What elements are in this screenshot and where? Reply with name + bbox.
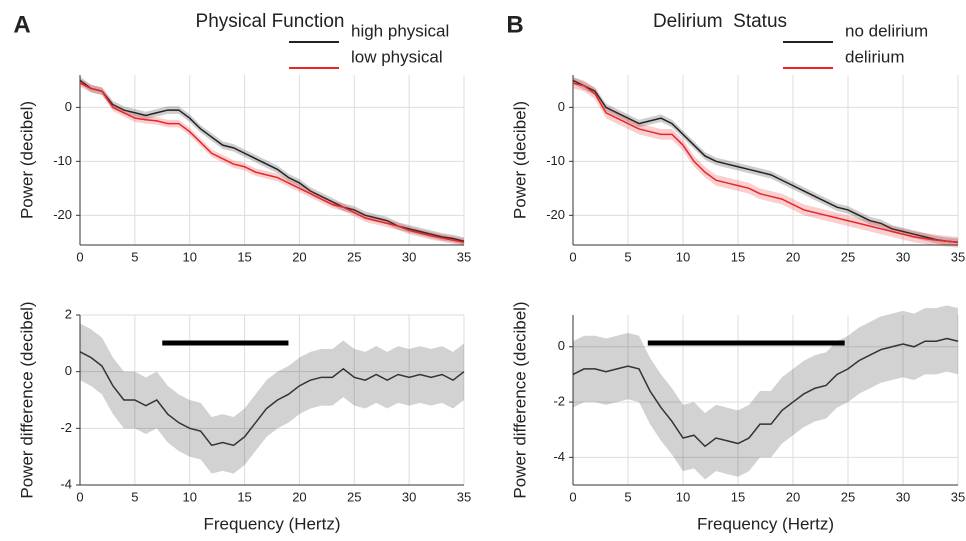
x-tick-label: 15 xyxy=(237,249,251,264)
error-band xyxy=(573,77,958,248)
x-tick-label: 20 xyxy=(786,489,800,504)
panel-label: A xyxy=(13,11,30,38)
error-band xyxy=(573,76,958,247)
series-line xyxy=(79,79,465,242)
y-tick-label: -4 xyxy=(60,476,72,491)
x-tick-label: 0 xyxy=(569,249,576,264)
y-axis-label: Power difference (decibel) xyxy=(510,301,529,498)
x-tick-label: 35 xyxy=(457,249,471,264)
y-axis-label: Power (decibel) xyxy=(510,101,529,219)
x-tick-label: 15 xyxy=(731,489,745,504)
y-tick-label: -10 xyxy=(53,153,72,168)
x-tick-label: 5 xyxy=(131,489,138,504)
x-tick-label: 15 xyxy=(731,249,745,264)
x-tick-label: 30 xyxy=(402,489,416,504)
x-tick-label: 0 xyxy=(76,249,83,264)
x-tick-label: 10 xyxy=(676,249,690,264)
y-axis-label: Power difference (decibel) xyxy=(17,301,36,498)
legend-label: delirium xyxy=(845,47,905,66)
y-tick-label: -2 xyxy=(553,394,565,409)
x-tick-label: 30 xyxy=(896,489,910,504)
x-tick-label: 25 xyxy=(347,489,361,504)
x-tick-label: 20 xyxy=(292,249,306,264)
x-tick-label: 5 xyxy=(624,489,631,504)
x-axis-label: Frequency (Hertz) xyxy=(204,514,341,533)
x-tick-label: 25 xyxy=(841,249,855,264)
y-tick-label: 0 xyxy=(65,99,72,114)
chart-title: Delirium Status xyxy=(653,11,787,32)
y-tick-label: 2 xyxy=(65,306,72,321)
x-tick-label: 25 xyxy=(347,249,361,264)
error-band xyxy=(80,79,464,247)
y-tick-label: 0 xyxy=(558,99,565,114)
x-axis-label: Frequency (Hertz) xyxy=(697,514,834,533)
x-tick-label: 25 xyxy=(841,489,855,504)
series-line xyxy=(572,82,959,244)
series-line xyxy=(572,337,959,448)
x-tick-label: 15 xyxy=(237,489,251,504)
chart-title: Physical Function xyxy=(196,11,345,32)
x-tick-label: 30 xyxy=(402,249,416,264)
x-tick-label: 10 xyxy=(676,489,690,504)
x-tick-label: 35 xyxy=(951,489,965,504)
x-tick-label: 5 xyxy=(131,249,138,264)
x-tick-label: 0 xyxy=(569,489,576,504)
x-tick-label: 20 xyxy=(786,249,800,264)
legend-label: no delirium xyxy=(845,21,928,40)
series-line xyxy=(79,82,465,244)
x-tick-label: 10 xyxy=(182,249,196,264)
y-tick-label: -10 xyxy=(546,153,565,168)
y-tick-label: -2 xyxy=(60,420,72,435)
legend-label: low physical xyxy=(351,47,443,66)
x-tick-label: 10 xyxy=(182,489,196,504)
series-line xyxy=(572,79,959,244)
error-band xyxy=(573,305,958,480)
x-tick-label: 0 xyxy=(76,489,83,504)
series-line xyxy=(79,351,465,447)
y-tick-label: -20 xyxy=(53,207,72,222)
error-band xyxy=(80,323,464,474)
y-tick-label: 0 xyxy=(558,338,565,353)
error-band xyxy=(80,76,464,245)
x-tick-label: 30 xyxy=(896,249,910,264)
legend-label: high physical xyxy=(351,21,449,40)
x-tick-label: 20 xyxy=(292,489,306,504)
y-tick-label: 0 xyxy=(65,363,72,378)
x-tick-label: 35 xyxy=(951,249,965,264)
x-tick-label: 35 xyxy=(457,489,471,504)
panel-label: B xyxy=(506,11,523,38)
y-axis-label: Power (decibel) xyxy=(17,101,36,219)
x-tick-label: 5 xyxy=(624,249,631,264)
y-tick-label: -4 xyxy=(553,449,565,464)
y-tick-label: -20 xyxy=(546,207,565,222)
